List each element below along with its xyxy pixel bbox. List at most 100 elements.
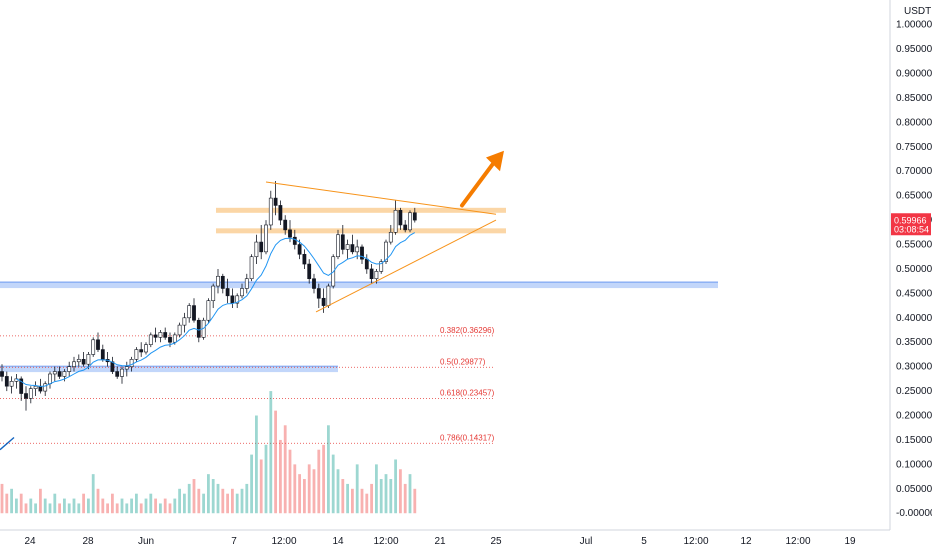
price-tick-label: 0.55000 [896,240,932,251]
candle-body [235,295,240,304]
current-price-label: 0.59966 [894,215,927,225]
price-tick-label: 0.85000 [896,93,932,104]
triangle-lower-line [315,219,497,313]
candle-body [91,339,96,355]
volume-bar [226,493,229,514]
candle-body [388,232,393,243]
volume-bar [19,493,23,514]
candle-body [307,263,312,280]
volume-bar [240,488,244,514]
candle-body [244,278,249,289]
candle-body [374,271,379,280]
candle-body [355,246,360,253]
volume-bar [178,488,181,514]
volume-bar [72,498,76,514]
price-tick-label: 0.75000 [896,142,932,153]
volume-bar [259,459,263,514]
candle-body [28,388,33,399]
candle-body [24,393,28,399]
time-tick-label: 25 [490,536,502,547]
ema-line [0,232,416,451]
candle-body [369,268,374,280]
volume-bar [375,464,378,514]
candle-body [379,261,384,272]
volume-bar [67,503,71,514]
candle-body [172,334,177,343]
price-tick-label: 0.30000 [896,362,932,373]
volume-bar [274,410,277,514]
currency-label[interactable]: USDT [904,6,931,17]
candle-body [345,244,350,250]
volume-bar [216,483,220,514]
candle-body [220,275,225,289]
candle-body [350,244,355,253]
volume-bar [120,498,124,514]
price-tick-label: 0.80000 [896,117,932,128]
candle-body [408,212,412,231]
volume-bar [211,479,215,514]
price-tick-label: 0.90000 [896,69,932,80]
candle-body [76,359,81,363]
volume-bar [250,454,253,514]
price-tick-label: 0.40000 [896,313,932,324]
volume-bar [135,493,138,514]
time-tick-label: Jun [138,536,154,547]
volume-bar [10,488,13,514]
candlesticks [0,181,417,411]
candle-body [206,300,211,321]
volume-bar [192,479,196,514]
fibonacci-levels: 0.382(0.36296) 0.5(0.29877) 0.618(0.23457)… [0,326,495,444]
ema-line-path [16,232,416,388]
volume-bar [53,493,57,514]
volume-bar [101,498,105,514]
candle-body [72,361,76,367]
price-tick-label: 0.65000 [896,191,932,202]
price-axis: 1.00000 0.95000 0.90000 0.85000 0.80000 0.750… [889,0,932,550]
candle-body [192,305,196,321]
volume-bar [15,498,18,514]
price-tick-label: 0.35000 [896,337,932,348]
volume-bar [408,474,412,514]
time-axis: 24 28 Jun 7 12:00 14 12:00 21 25 Jul 5 12:00 12 12:00… [0,529,890,547]
volume-bar [159,503,162,514]
candle-body [62,371,67,377]
volume-bar [307,464,311,514]
candle-body [393,210,398,233]
volume-bar [331,454,335,514]
candle-body [321,297,326,306]
time-tick-label: Jul [580,536,593,547]
volume-bar [197,488,201,514]
candle-body [273,197,278,206]
volume-bar [91,474,95,514]
candle-body [153,334,158,338]
price-tick-label: 0.20000 [896,411,932,422]
candle-body [148,334,153,345]
candle-body [403,224,408,231]
candle-body [326,285,331,306]
price-tick-label: 0.15000 [896,435,932,446]
time-tick-label: 14 [332,536,344,547]
price-tick-label: 0.50000 [896,264,932,275]
volume-bar [317,449,321,514]
volume-bar [202,493,205,514]
volume-bar [187,483,191,514]
bullish-arrow-head [486,150,504,172]
candle-body [115,371,120,377]
candle-body [302,253,307,265]
time-tick-label: 19 [844,536,856,547]
volume-bar [235,493,239,514]
volume-bar [413,488,417,514]
price-axis-bg [890,0,932,550]
volume-bar [87,498,90,514]
candle-body [240,288,244,297]
candle-body [316,288,321,299]
volume-bar [312,469,316,514]
volume-bar [77,503,81,514]
time-tick-label: 12:00 [785,536,810,547]
candle-body [230,295,235,304]
candle-body [86,354,91,365]
volume-bars [0,391,417,514]
candle-body [211,285,216,301]
volume-bar [269,391,273,514]
